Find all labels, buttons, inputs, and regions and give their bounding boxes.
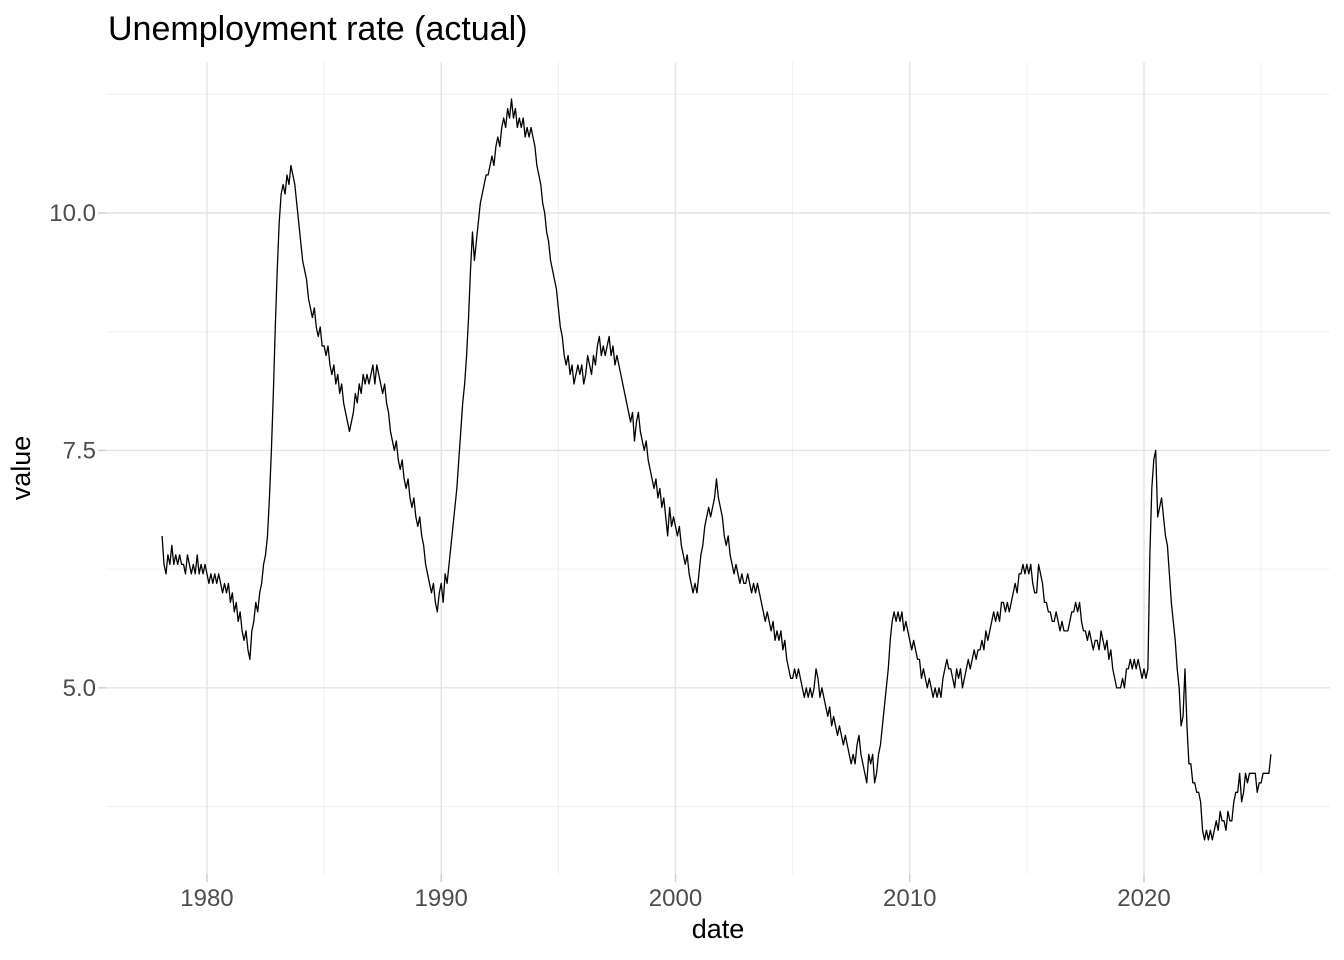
series-line (161, 98, 1272, 841)
y-axis-title: value (6, 436, 36, 501)
major-gridlines (106, 62, 1330, 874)
chart-title: Unemployment rate (actual) (108, 10, 528, 48)
x-axis-title: date (692, 914, 745, 944)
axis-tick-marks (98, 212, 1145, 882)
y-tick-label: 5.0 (63, 675, 96, 702)
axis-tick-labels: 1980 1990 2000 2010 2020 5.0 7.5 10.0 (49, 200, 1170, 912)
x-tick-label: 2020 (1117, 885, 1170, 912)
x-tick-label: 2010 (883, 885, 936, 912)
y-tick-label: 10.0 (49, 200, 96, 227)
x-tick-label: 2000 (649, 885, 702, 912)
minor-gridlines (106, 62, 1330, 874)
series-group (161, 98, 1272, 841)
x-tick-label: 1990 (415, 885, 468, 912)
y-tick-label: 7.5 (63, 437, 96, 464)
x-tick-label: 1980 (180, 885, 233, 912)
